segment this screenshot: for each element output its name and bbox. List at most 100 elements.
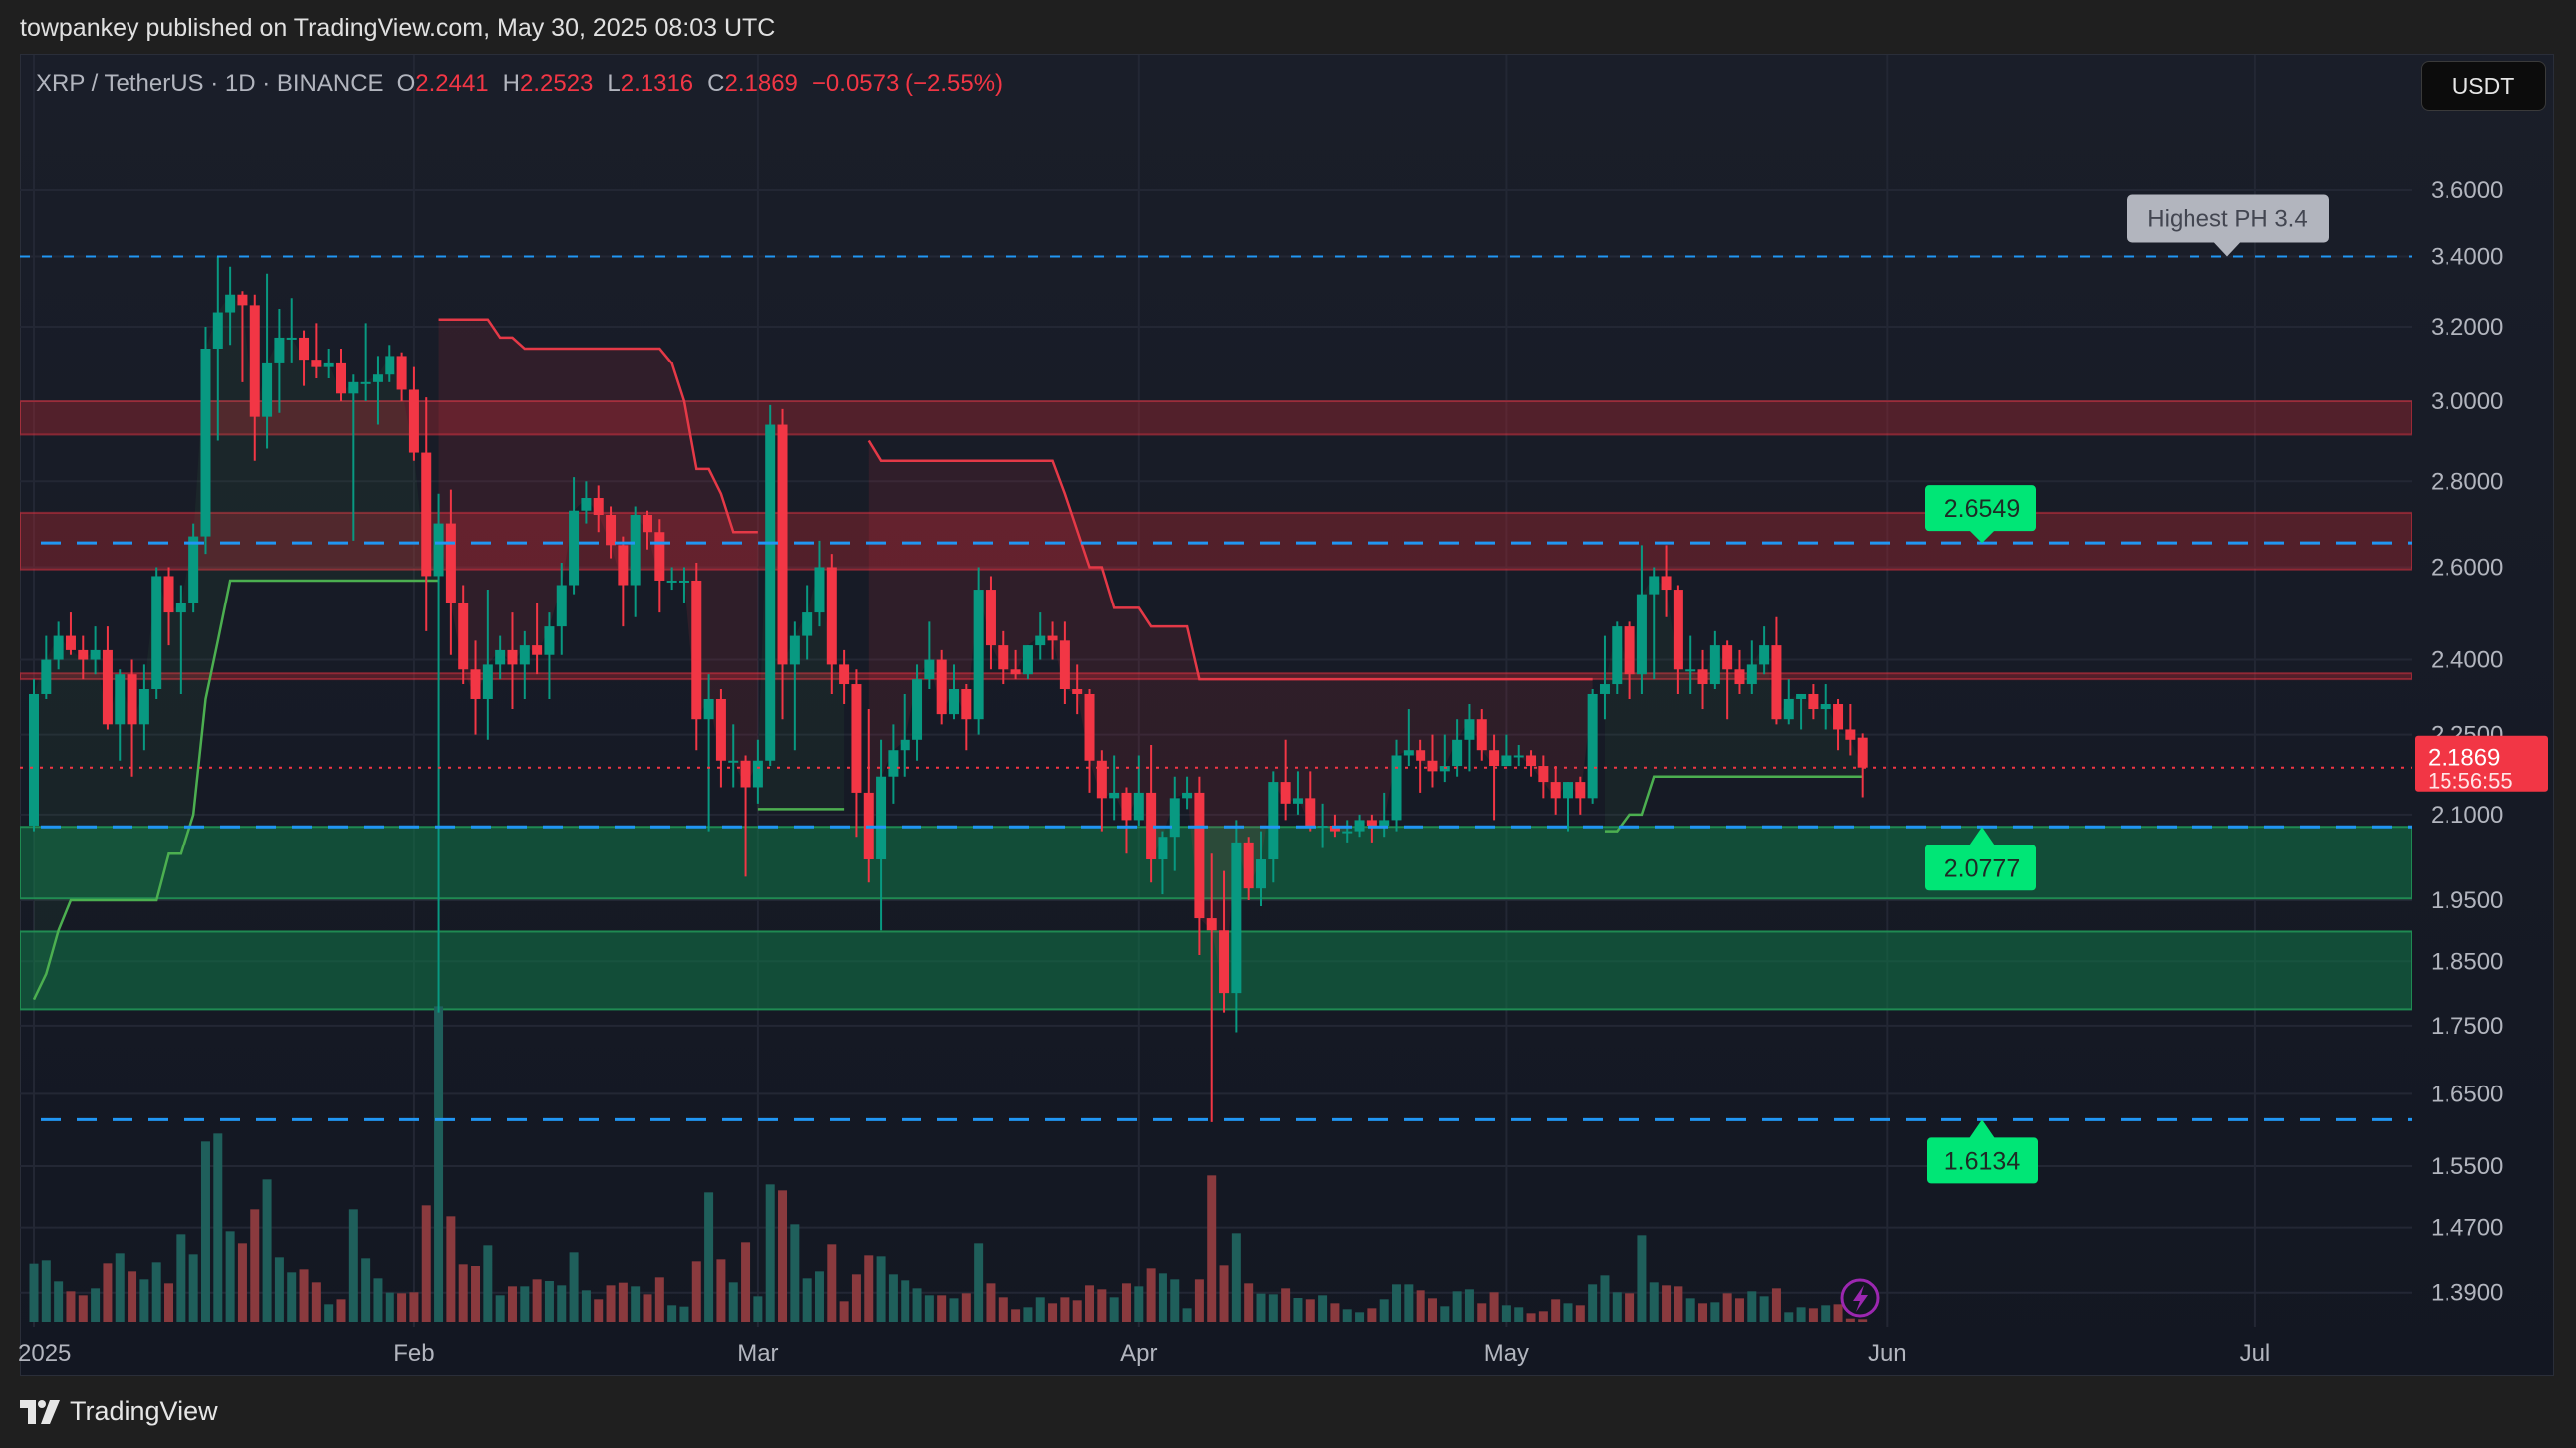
candle[interactable] xyxy=(985,576,996,670)
candle[interactable] xyxy=(1697,649,1708,710)
candle[interactable] xyxy=(274,308,285,413)
candle[interactable] xyxy=(1612,621,1623,694)
candle[interactable] xyxy=(1587,689,1598,804)
candle[interactable] xyxy=(1354,814,1365,838)
candle[interactable] xyxy=(1194,776,1205,955)
candle[interactable] xyxy=(237,291,248,382)
candle[interactable] xyxy=(581,481,592,524)
candle[interactable] xyxy=(1857,733,1868,798)
candle[interactable] xyxy=(163,567,174,646)
candle[interactable] xyxy=(495,635,506,680)
candle[interactable] xyxy=(1476,709,1487,761)
candle[interactable] xyxy=(249,294,260,461)
candle[interactable] xyxy=(90,626,101,675)
candle[interactable] xyxy=(765,404,776,767)
candle[interactable] xyxy=(360,323,371,402)
candle[interactable] xyxy=(606,506,617,559)
candle[interactable] xyxy=(102,626,113,730)
candle[interactable] xyxy=(666,567,677,591)
candle[interactable] xyxy=(1845,704,1856,756)
candle[interactable] xyxy=(851,669,862,838)
candle[interactable] xyxy=(41,635,52,699)
candle[interactable] xyxy=(924,621,935,690)
candle[interactable] xyxy=(1796,693,1807,730)
candle[interactable] xyxy=(1292,771,1303,815)
candle[interactable] xyxy=(703,674,714,832)
lightning-icon[interactable] xyxy=(1840,1278,1880,1318)
candle[interactable] xyxy=(1661,545,1672,617)
candle[interactable] xyxy=(1096,750,1107,832)
candle[interactable] xyxy=(1709,630,1720,690)
candle[interactable] xyxy=(311,323,322,379)
candle[interactable] xyxy=(127,659,137,777)
candle[interactable] xyxy=(1427,734,1438,788)
candle[interactable] xyxy=(1121,787,1132,854)
candle[interactable] xyxy=(1280,739,1291,821)
candle[interactable] xyxy=(1182,776,1193,810)
candle[interactable] xyxy=(593,485,604,533)
candle[interactable] xyxy=(1206,853,1217,1122)
candle[interactable] xyxy=(519,630,530,699)
candle[interactable] xyxy=(876,739,887,931)
candle[interactable] xyxy=(65,612,76,655)
candle[interactable] xyxy=(458,585,469,685)
candle[interactable] xyxy=(421,397,432,631)
candle[interactable] xyxy=(1342,820,1353,843)
candle[interactable] xyxy=(212,256,223,441)
candle[interactable] xyxy=(789,621,800,751)
candle[interactable] xyxy=(433,493,444,1013)
candle[interactable] xyxy=(1146,744,1157,883)
candle[interactable] xyxy=(1685,635,1696,694)
candle[interactable] xyxy=(1563,782,1573,832)
candle[interactable] xyxy=(1746,640,1757,694)
candle[interactable] xyxy=(1599,635,1610,720)
candle[interactable] xyxy=(286,298,297,363)
candle[interactable] xyxy=(1256,831,1266,907)
candle[interactable] xyxy=(385,345,395,382)
candle[interactable] xyxy=(1317,803,1328,848)
candle[interactable] xyxy=(188,523,199,613)
candle[interactable] xyxy=(618,536,629,627)
candle[interactable] xyxy=(336,348,346,402)
candle[interactable] xyxy=(1416,739,1426,793)
candle[interactable] xyxy=(1158,831,1168,895)
candle[interactable] xyxy=(630,506,641,617)
candle[interactable] xyxy=(151,567,162,699)
candle[interactable] xyxy=(973,567,984,735)
candle[interactable] xyxy=(728,724,739,788)
candle[interactable] xyxy=(396,352,407,402)
candle[interactable] xyxy=(1673,585,1683,694)
candle[interactable] xyxy=(115,669,126,761)
candle[interactable] xyxy=(1550,766,1561,815)
candle[interactable] xyxy=(1169,776,1180,871)
candle[interactable] xyxy=(1820,684,1831,730)
candle[interactable] xyxy=(1722,640,1733,720)
candle[interactable] xyxy=(1771,616,1782,725)
candle[interactable] xyxy=(654,519,665,613)
candle[interactable] xyxy=(372,356,383,425)
candle[interactable] xyxy=(1649,567,1660,680)
candle[interactable] xyxy=(1010,649,1021,680)
candle[interactable] xyxy=(200,326,211,555)
candle[interactable] xyxy=(138,664,149,751)
candle[interactable] xyxy=(1366,814,1377,843)
candle[interactable] xyxy=(175,585,186,694)
candle[interactable] xyxy=(1624,621,1635,699)
candle[interactable] xyxy=(348,374,359,541)
candle[interactable] xyxy=(445,489,456,655)
candle[interactable] xyxy=(1022,645,1033,680)
candle[interactable] xyxy=(53,621,64,670)
candle[interactable] xyxy=(1808,684,1819,720)
candle[interactable] xyxy=(556,563,567,655)
candle[interactable] xyxy=(839,649,850,705)
candle[interactable] xyxy=(1403,709,1414,767)
candle[interactable] xyxy=(1439,734,1450,783)
candle[interactable] xyxy=(1636,545,1647,694)
candle[interactable] xyxy=(470,640,481,735)
candle[interactable] xyxy=(1109,755,1120,821)
candle[interactable] xyxy=(900,693,910,777)
candle[interactable] xyxy=(1391,739,1402,832)
candle[interactable] xyxy=(777,408,788,720)
candle[interactable] xyxy=(1072,664,1083,715)
